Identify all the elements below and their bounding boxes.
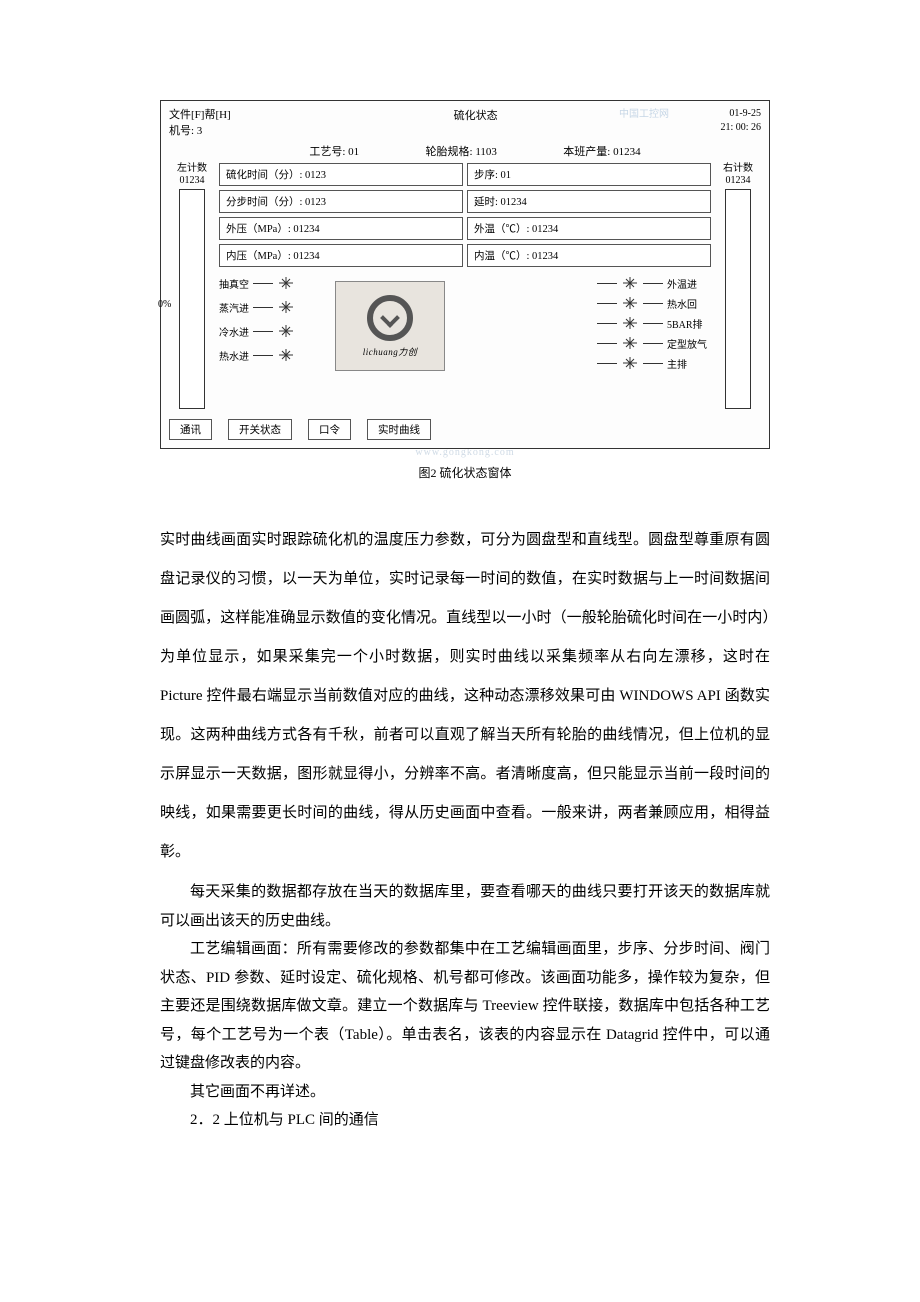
param-int-pressure: 内压（MPa）: 01234 xyxy=(219,244,463,267)
valve-icon xyxy=(277,323,295,339)
password-button[interactable]: 口令 xyxy=(308,419,351,440)
left-gauge: 0% xyxy=(179,189,205,409)
paragraph-3: 工艺编辑画面：所有需要修改的参数都集中在工艺编辑画面里，步序、分步时间、阀门状态… xyxy=(160,935,770,1078)
body-paragraph-1: 实时曲线画面实时跟踪硫化机的温度压力参数，可分为圆盘型和直线型。圆盘型尊重原有圆… xyxy=(160,521,770,872)
realtime-curve-button[interactable]: 实时曲线 xyxy=(367,419,431,440)
valve-icon xyxy=(621,295,639,311)
valve-icon xyxy=(277,347,295,363)
header-right: 01-9-25 21: 00: 26 xyxy=(720,107,761,135)
param-ext-pressure: 外压（MPa）: 01234 xyxy=(219,217,463,240)
parameter-grid: 硫化时间（分）: 0123 步序: 01 分步时间（分）: 0123 延时: 0… xyxy=(219,163,711,267)
menu-bar: 文件[F]帮[H] xyxy=(169,107,231,123)
body-paragraphs-rest: 每天采集的数据都存放在当天的数据库里，要查看哪天的曲线只要打开该天的数据库就可以… xyxy=(160,878,770,1135)
figure-caption: 图2 硫化状态窗体 xyxy=(160,464,770,481)
param-int-temp: 内温（℃）: 01234 xyxy=(467,244,711,267)
valves-right: 外温进 热水回 5BAR排 xyxy=(451,275,711,371)
valve-cold-water: 冷水进 xyxy=(219,323,329,339)
left-gauge-column: 左计数 01234 0% xyxy=(169,163,215,409)
valve-shaping-vent: 定型放气 xyxy=(451,335,711,351)
button-bar: 通讯 开关状态 口令 实时曲线 xyxy=(169,419,761,440)
right-gauge-column: 右计数 01234 xyxy=(715,163,761,409)
logo-box: lichuang力创 xyxy=(335,281,445,371)
vulcanization-status-figure: 中国工控网 文件[F]帮[H] 机号: 3 硫化状态 01-9-25 21: 0… xyxy=(160,100,770,449)
paragraph-text: 实时曲线画面实时跟踪硫化机的温度压力参数，可分为圆盘型和直线型。圆盘型尊重原有圆… xyxy=(160,521,770,872)
logo-circle-icon xyxy=(367,295,413,341)
valve-icon xyxy=(277,275,295,291)
figure-body: 左计数 01234 0% 硫化时间（分）: 0123 步序: 01 分步时间（分… xyxy=(169,163,761,409)
param-step-time: 分步时间（分）: 0123 xyxy=(219,190,463,213)
comm-button[interactable]: 通讯 xyxy=(169,419,212,440)
valve-hot-water: 热水进 xyxy=(219,347,329,363)
paragraph-5: 2．2 上位机与 PLC 间的通信 xyxy=(160,1106,770,1135)
valve-steam: 蒸汽进 xyxy=(219,299,329,315)
param-ext-temp: 外温（℃）: 01234 xyxy=(467,217,711,240)
valves-left: 抽真空 蒸汽进 冷水进 热水进 xyxy=(219,275,329,363)
param-cure-time: 硫化时间（分）: 0123 xyxy=(219,163,463,186)
valve-ext-temp-in: 外温进 xyxy=(451,275,711,291)
right-gauge xyxy=(725,189,751,409)
watermark-top: 中国工控网 xyxy=(619,105,669,120)
figure-inforow: 工艺号: 01 轮胎规格: 1103 本班产量: 01234 xyxy=(169,143,761,163)
left-count-label: 左计数 01234 xyxy=(177,163,207,187)
valve-icon xyxy=(621,315,639,331)
left-gauge-pct: 0% xyxy=(158,299,171,310)
header-date: 01-9-25 xyxy=(720,107,761,121)
valve-icon xyxy=(621,275,639,291)
valve-icon xyxy=(621,335,639,351)
valve-hotwater-return: 热水回 xyxy=(451,295,711,311)
param-step: 步序: 01 xyxy=(467,163,711,186)
paragraph-2: 每天采集的数据都存放在当天的数据库里，要查看哪天的曲线只要打开该天的数据库就可以… xyxy=(160,878,770,935)
machine-number: 机号: 3 xyxy=(169,123,231,139)
switch-status-button[interactable]: 开关状态 xyxy=(228,419,292,440)
valve-icon xyxy=(277,299,295,315)
header-left: 文件[F]帮[H] 机号: 3 xyxy=(169,107,231,139)
figure-header: 文件[F]帮[H] 机号: 3 硫化状态 01-9-25 21: 00: 26 xyxy=(169,107,761,139)
valve-main-drain: 主排 xyxy=(451,355,711,371)
shift-output: 本班产量: 01234 xyxy=(563,143,640,159)
param-delay: 延时: 01234 xyxy=(467,190,711,213)
right-count-label: 右计数 01234 xyxy=(723,163,753,187)
process-number: 工艺号: 01 xyxy=(309,143,359,159)
valve-5bar-drain: 5BAR排 xyxy=(451,315,711,331)
tire-spec: 轮胎规格: 1103 xyxy=(426,143,497,159)
middle-column: 硫化时间（分）: 0123 步序: 01 分步时间（分）: 0123 延时: 0… xyxy=(219,163,711,409)
figure-container: 中国工控网 文件[F]帮[H] 机号: 3 硫化状态 01-9-25 21: 0… xyxy=(160,100,770,481)
valve-vacuum: 抽真空 xyxy=(219,275,329,291)
header-time: 21: 00: 26 xyxy=(720,121,761,135)
paragraph-4: 其它画面不再详述。 xyxy=(160,1078,770,1107)
logo-brand: lichuang力创 xyxy=(363,345,418,358)
valves-area: 抽真空 蒸汽进 冷水进 热水进 xyxy=(219,275,711,371)
valve-icon xyxy=(621,355,639,371)
